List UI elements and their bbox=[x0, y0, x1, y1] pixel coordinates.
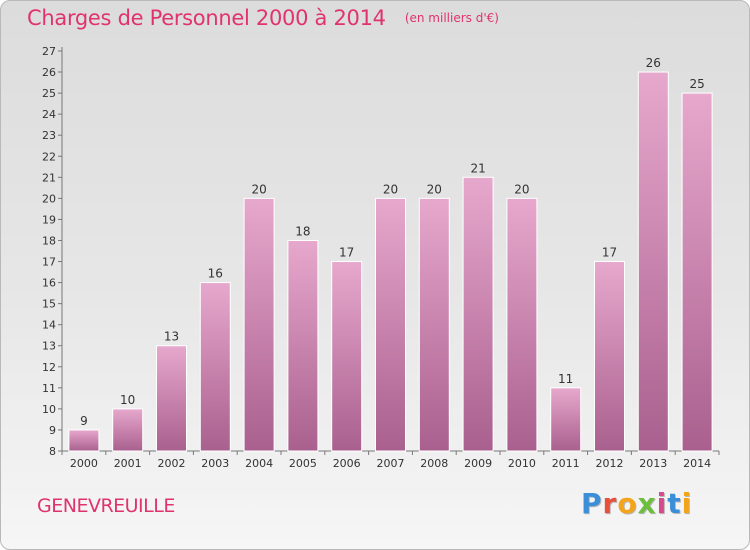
bar-value-label: 26 bbox=[646, 56, 661, 70]
bar-2001 bbox=[112, 408, 144, 452]
logo-letter: o bbox=[617, 487, 638, 520]
bar-value-label: 18 bbox=[295, 224, 310, 238]
bar-2006 bbox=[331, 261, 363, 452]
logo-letter: t bbox=[667, 487, 682, 520]
logo-letter: r bbox=[602, 487, 618, 520]
x-tick-label: 2002 bbox=[158, 457, 186, 470]
x-tick-label: 2001 bbox=[114, 457, 142, 470]
bar-2012 bbox=[594, 261, 625, 452]
bar-2000 bbox=[68, 429, 100, 452]
bar-2011 bbox=[550, 387, 582, 452]
bar-value-label: 9 bbox=[80, 414, 88, 428]
bar-value-label: 17 bbox=[339, 246, 354, 260]
bar-2013 bbox=[637, 71, 669, 452]
commune-name: GENEVREUILLE bbox=[37, 495, 175, 517]
logo-letter: i bbox=[656, 487, 668, 520]
bar-value-label: 20 bbox=[251, 182, 266, 196]
y-tick-label: 10 bbox=[42, 403, 56, 416]
bar-value-label: 13 bbox=[164, 330, 179, 344]
x-tick-label: 2005 bbox=[289, 457, 317, 470]
x-tick-label: 2000 bbox=[70, 457, 98, 470]
bar-value-label: 16 bbox=[208, 267, 223, 281]
y-tick-label: 17 bbox=[42, 256, 56, 269]
bar-2007 bbox=[375, 197, 406, 452]
x-tick-label: 2008 bbox=[420, 457, 448, 470]
logo-letter: x bbox=[637, 487, 657, 520]
y-tick-label: 12 bbox=[42, 361, 56, 374]
bar-2004 bbox=[243, 197, 275, 452]
chart-bars: 9 10 13 16 20 18 17 20 20 21 20 11 17 26 25 bbox=[68, 56, 713, 452]
x-tick-label: 2011 bbox=[552, 457, 580, 470]
bar-value-label: 20 bbox=[427, 182, 442, 196]
chart-title: Charges de Personnel 2000 à 2014 bbox=[27, 6, 386, 30]
bar-value-label: 25 bbox=[689, 77, 704, 91]
x-tick-label: 2014 bbox=[683, 457, 711, 470]
bar-value-label: 11 bbox=[558, 372, 573, 386]
y-tick-label: 24 bbox=[42, 108, 56, 121]
y-tick-label: 25 bbox=[42, 87, 56, 100]
x-tick-label: 2013 bbox=[639, 457, 667, 470]
x-tick-label: 2007 bbox=[377, 457, 405, 470]
x-tick-label: 2009 bbox=[464, 457, 492, 470]
bar-value-label: 20 bbox=[383, 182, 398, 196]
bar-2003 bbox=[199, 282, 231, 452]
proxiti-logo: Proxiti bbox=[581, 487, 692, 520]
y-tick-label: 11 bbox=[42, 382, 56, 395]
bar-2005 bbox=[287, 239, 319, 452]
bar-value-label: 20 bbox=[514, 182, 529, 196]
y-tick-label: 19 bbox=[42, 213, 56, 226]
chart-header: Charges de Personnel 2000 à 2014 (en mil… bbox=[27, 6, 499, 30]
x-tick-label: 2003 bbox=[201, 457, 229, 470]
y-tick-label: 16 bbox=[42, 277, 56, 290]
bar-value-label: 21 bbox=[470, 161, 485, 175]
bar-value-label: 10 bbox=[120, 393, 135, 407]
logo-letter: P bbox=[581, 487, 603, 520]
y-tick-label: 8 bbox=[49, 445, 56, 458]
y-tick-label: 9 bbox=[49, 424, 56, 437]
logo-letter: i bbox=[681, 487, 693, 520]
y-tick-label: 26 bbox=[42, 66, 56, 79]
bar-2010 bbox=[506, 197, 538, 452]
bar-2014 bbox=[681, 92, 713, 452]
x-tick-label: 2004 bbox=[245, 457, 273, 470]
x-tick-label: 2006 bbox=[333, 457, 361, 470]
y-tick-label: 15 bbox=[42, 298, 56, 311]
bar-value-label: 17 bbox=[602, 246, 617, 260]
y-tick-label: 20 bbox=[42, 192, 56, 205]
y-tick-label: 23 bbox=[42, 129, 56, 142]
bar-2009 bbox=[462, 176, 494, 452]
y-tick-label: 14 bbox=[42, 319, 56, 332]
x-tick-label: 2010 bbox=[508, 457, 536, 470]
bar-2008 bbox=[418, 197, 450, 452]
chart-unit: (en milliers d'€) bbox=[404, 11, 499, 25]
x-tick-label: 2012 bbox=[596, 457, 624, 470]
y-tick-label: 18 bbox=[42, 234, 56, 247]
bar-2002 bbox=[156, 345, 187, 452]
chart-axes: 8 9 10 11 12 13 14 15 16 17 18 19 20 21 22 23 24 25 26 27 20… bbox=[42, 45, 720, 470]
y-tick-label: 27 bbox=[42, 45, 56, 58]
y-tick-label: 21 bbox=[42, 171, 56, 184]
y-tick-label: 22 bbox=[42, 150, 56, 163]
y-tick-label: 13 bbox=[42, 340, 56, 353]
